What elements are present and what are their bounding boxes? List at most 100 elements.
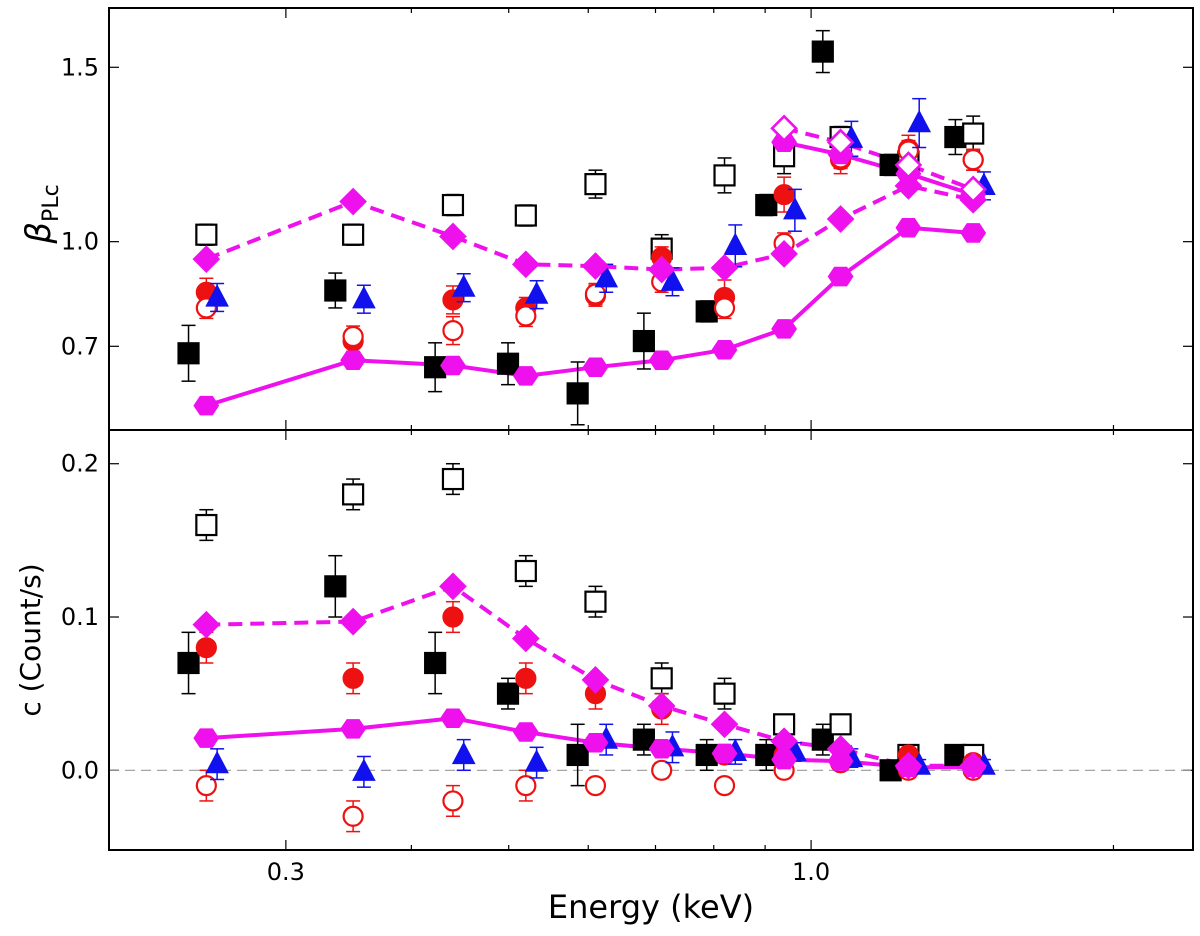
data-point-black-filled-squares [177, 651, 200, 675]
data-point-magenta-diamonds-dashed-line [581, 666, 610, 694]
data-point-magenta-hexagons-solid-line [827, 266, 854, 287]
data-point-red-open-circles [651, 759, 673, 781]
data-point-magenta-diamonds-dashed-line [710, 710, 739, 739]
data-point-magenta-hexagons-solid-line [711, 743, 738, 764]
data-point-magenta-diamonds-dashed-line [826, 734, 855, 763]
data-point-blue-triangles [524, 749, 549, 772]
data-point-blue-triangles [352, 285, 376, 309]
data-point-blue-triangles [451, 741, 476, 765]
data-point-magenta-diamonds-dashed-line [770, 240, 798, 268]
data-point-red-filled-circles [442, 606, 464, 628]
data-point-red-open-circles [342, 805, 364, 827]
y-tick-label: 1.0 [61, 228, 99, 256]
data-point-red-filled-circles [515, 667, 537, 689]
data-point-black-open-squares [195, 513, 218, 537]
data-point-magenta-open-diamonds-dashed-line [959, 175, 988, 204]
x-tick-label: 1.0 [792, 858, 830, 886]
data-point-blue-triangles [352, 758, 376, 781]
beta-subscript: PLc [39, 184, 64, 222]
data-point-black-filled-squares [811, 40, 834, 63]
bottom-panel-y-axis-label: c (Count/s) [14, 563, 47, 716]
data-point-magenta-diamonds-dashed-line [439, 222, 467, 251]
data-point-blue-triangles [907, 109, 932, 133]
data-point-magenta-hexagons-solid-line [648, 350, 675, 371]
data-point-black-open-squares [342, 223, 365, 246]
y-tick-label: 0.1 [61, 603, 99, 631]
y-tick-label: 1.5 [61, 53, 99, 81]
data-point-blue-triangles [783, 196, 807, 220]
data-point-black-filled-squares [324, 279, 347, 302]
data-point-magenta-diamonds-dashed-line [439, 572, 467, 601]
data-point-black-open-squares [514, 559, 537, 583]
data-point-blue-triangles [723, 232, 748, 255]
data-point-red-open-circles [515, 305, 537, 327]
data-point-magenta-diamonds-dashed-line [826, 205, 855, 233]
data-point-black-open-squares [829, 713, 852, 736]
data-point-magenta-diamonds-dashed-line [770, 727, 798, 756]
data-point-magenta-hexagons-solid-line [960, 223, 987, 243]
data-point-red-open-circles [713, 775, 736, 797]
data-point-magenta-hexagons-solid-line [582, 732, 609, 753]
data-point-magenta-diamonds-dashed-line [959, 751, 988, 780]
data-point-blue-triangles [205, 284, 229, 307]
data-point-magenta-hexagons-solid-line [440, 708, 466, 728]
beta-symbol: β [19, 222, 59, 245]
data-point-magenta-hexagons-solid-line [193, 395, 220, 416]
data-point-black-filled-squares [755, 193, 778, 217]
data-point-blue-triangles [205, 750, 229, 774]
data-point-red-open-circles [713, 297, 736, 319]
data-point-red-filled-circles [342, 667, 364, 689]
data-point-magenta-hexagons-solid-line [711, 340, 738, 360]
series-line-magenta-open-diamonds-dashed-line [783, 126, 974, 192]
data-point-red-filled-circles [773, 183, 795, 206]
data-point-blue-triangles [660, 268, 685, 291]
y-tick-label: 0.0 [61, 756, 99, 784]
data-point-red-open-circles [515, 775, 537, 797]
data-point-magenta-diamonds-dashed-line [647, 692, 676, 720]
data-point-magenta-hexagons-solid-line [648, 739, 675, 759]
data-point-black-filled-squares [424, 651, 447, 675]
data-point-magenta-diamonds-dashed-line [894, 751, 923, 780]
data-point-blue-triangles [451, 274, 476, 297]
bottom-panel: 0.0 0.1 0.2 0.3 1.0 [61, 430, 1193, 886]
data-point-black-filled-squares [324, 575, 347, 598]
data-point-red-open-circles [195, 775, 217, 797]
data-point-black-open-squares [584, 173, 607, 196]
top-panel-frame [108, 7, 1194, 431]
data-point-red-open-circles [962, 149, 984, 171]
data-point-red-open-circles [584, 283, 607, 305]
data-point-black-filled-squares [811, 728, 834, 751]
data-point-magenta-diamonds-dashed-line [339, 607, 367, 636]
data-point-black-open-squares [584, 590, 607, 613]
data-point-red-open-circles [442, 790, 464, 812]
data-point-magenta-diamonds-dashed-line [511, 624, 540, 653]
y-tick-label: 0.7 [61, 332, 99, 360]
data-point-magenta-hexagons-solid-line [582, 357, 609, 377]
series-line-magenta-hexagons-upper-solid-line [783, 140, 974, 197]
data-point-black-open-squares [713, 164, 736, 187]
data-point-magenta-diamonds-dashed-line [192, 245, 221, 273]
data-point-black-filled-squares [566, 743, 589, 767]
data-point-magenta-hexagons-solid-line [340, 719, 367, 739]
data-point-magenta-open-diamonds-dashed-line [894, 151, 923, 179]
data-point-black-filled-squares [632, 329, 655, 353]
data-point-black-open-squares [441, 467, 465, 491]
data-point-magenta-hexagons-solid-line [895, 217, 922, 238]
top-panel-y-axis-label: βPLc [19, 184, 64, 244]
data-point-magenta-diamonds-dashed-line [710, 253, 739, 282]
data-point-magenta-hexagons-solid-line [771, 319, 798, 339]
series-line-magenta-diamonds-dashed-line [205, 183, 974, 272]
data-point-black-open-squares [713, 682, 736, 705]
data-point-red-open-circles [442, 320, 464, 342]
data-point-magenta-diamonds-dashed-line [581, 252, 610, 280]
data-point-magenta-hexagons-solid-line [771, 749, 798, 770]
data-point-red-open-circles [584, 775, 607, 797]
data-point-black-open-squares [650, 667, 673, 690]
data-point-black-filled-squares [496, 352, 520, 375]
data-point-black-open-squares [441, 193, 465, 217]
data-point-black-filled-squares [632, 728, 655, 751]
data-point-magenta-hexagons-solid-line [512, 366, 539, 386]
data-point-blue-triangles [524, 281, 549, 304]
data-point-magenta-open-diamonds-dashed-line [826, 128, 855, 157]
x-axis-label: Energy (keV) [548, 888, 754, 926]
